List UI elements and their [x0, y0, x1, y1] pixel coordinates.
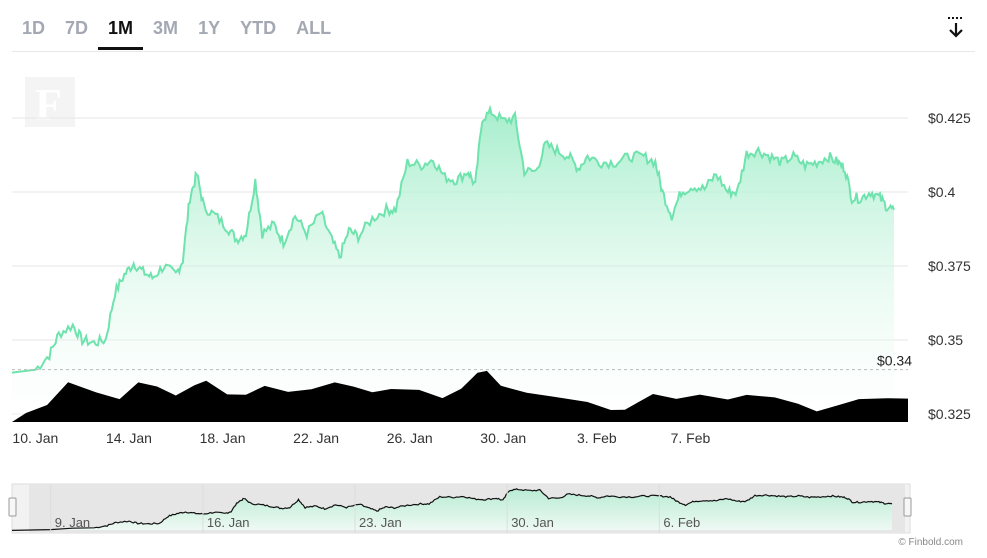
navigator-tick-label: 30. Jan: [511, 515, 554, 530]
x-tick-label: 18. Jan: [200, 430, 246, 446]
tab-7d[interactable]: 7D: [65, 18, 89, 38]
tab-all[interactable]: ALL: [296, 18, 332, 38]
tab-ytd[interactable]: YTD: [240, 18, 277, 38]
x-tick-label: 3. Feb: [577, 430, 617, 446]
y-tick-label: $0.35: [928, 332, 963, 348]
x-tick-label: 14. Jan: [106, 430, 152, 446]
x-axis-ticks: 10. Jan 14. Jan 18. Jan 22. Jan 26. Jan 30. J…: [12, 430, 710, 446]
range-tabs: 1D 7D 1M 3M 1Y YTD ALL: [12, 8, 341, 52]
credit-text: © Finbold.com: [898, 537, 963, 548]
current-price-label: $0.34: [877, 353, 912, 369]
navigator-right-handle[interactable]: [903, 497, 912, 517]
download-button[interactable]: [940, 12, 972, 44]
x-tick-label: 22. Jan: [293, 430, 339, 446]
navigator-ticks: 9. Jan 16. Jan 23. Jan 30. Jan 6. Feb: [50, 484, 700, 533]
navigator-line: [11, 488, 893, 531]
navigator-left-handle[interactable]: [8, 497, 17, 517]
y-axis-ticks: $0.425 $0.4 $0.375 $0.35 $0.325: [928, 110, 971, 422]
y-tick-label: $0.4: [928, 184, 955, 200]
tab-1d[interactable]: 1D: [22, 18, 46, 38]
y-tick-label: $0.425: [928, 110, 971, 126]
tabs-divider: [12, 51, 975, 52]
finbold-watermark-logo: F: [25, 77, 75, 129]
x-tick-label: 26. Jan: [387, 430, 433, 446]
x-tick-label: 10. Jan: [12, 430, 58, 446]
range-navigator[interactable]: 9. Jan 16. Jan 23. Jan 30. Jan 6. Feb: [8, 483, 912, 534]
y-tick-label: $0.375: [928, 258, 971, 274]
download-arrow-icon: [948, 17, 964, 38]
x-tick-label: 7. Feb: [671, 430, 711, 446]
volume-area: [12, 370, 908, 422]
navigator-tick-label: 6. Feb: [663, 515, 700, 530]
navigator-tick-label: 23. Jan: [359, 515, 402, 530]
tab-1m[interactable]: 1M: [98, 8, 144, 50]
navigator-area: [12, 488, 892, 531]
price-area-fill: [12, 108, 894, 423]
x-tick-label: 30. Jan: [480, 430, 526, 446]
y-tick-label: $0.325: [928, 406, 971, 422]
navigator-tick-label: 16. Jan: [207, 515, 250, 530]
tab-3m[interactable]: 3M: [153, 18, 179, 38]
navigator-tick-label: 9. Jan: [55, 515, 90, 530]
tab-1y[interactable]: 1Y: [198, 18, 221, 38]
price-series-line: [11, 104, 895, 374]
